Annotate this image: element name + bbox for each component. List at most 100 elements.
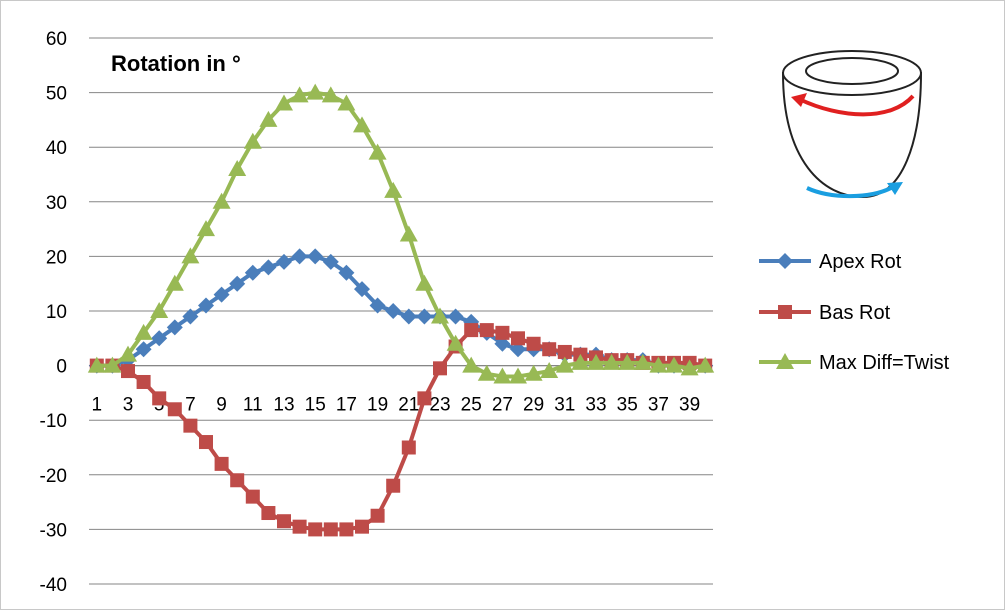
data-point xyxy=(198,297,214,314)
series-line xyxy=(96,90,706,379)
data-point xyxy=(307,248,324,265)
data-point xyxy=(526,336,541,351)
x-tick-label: 3 xyxy=(123,395,134,416)
data-point xyxy=(292,519,307,534)
data-point xyxy=(680,359,699,376)
data-point xyxy=(290,86,309,103)
legend: Apex Rot Bas Rot Max Diff=Twist xyxy=(759,251,950,374)
legend-marker xyxy=(777,253,793,269)
data-point xyxy=(493,367,512,384)
data-point xyxy=(182,308,199,325)
y-tick-label: -20 xyxy=(40,466,67,487)
y-tick-label: 30 xyxy=(46,193,67,214)
data-point xyxy=(431,307,449,324)
legend-label: Bas Rot xyxy=(819,302,891,324)
data-point xyxy=(464,323,479,338)
data-point xyxy=(571,353,590,370)
data-point xyxy=(136,374,151,389)
legend-item: Max Diff=Twist xyxy=(759,352,950,374)
data-point xyxy=(134,323,153,340)
series-max-diff-twist xyxy=(87,83,715,384)
data-point xyxy=(87,356,106,373)
data-point xyxy=(229,275,246,292)
data-point xyxy=(355,519,369,534)
data-point xyxy=(165,274,184,291)
data-point xyxy=(511,331,525,346)
data-point xyxy=(618,353,637,370)
data-point xyxy=(338,264,355,281)
data-point xyxy=(399,225,418,242)
data-point xyxy=(446,334,465,351)
legend-marker xyxy=(776,353,794,369)
data-point xyxy=(214,456,229,471)
data-point xyxy=(370,508,385,523)
data-point xyxy=(261,506,276,521)
data-point xyxy=(369,297,386,314)
y-tick-label: -40 xyxy=(40,575,67,596)
data-point xyxy=(230,473,245,488)
data-point xyxy=(462,356,481,373)
legend-label: Max Diff=Twist xyxy=(819,352,950,374)
data-point xyxy=(213,286,230,303)
data-point xyxy=(103,356,122,373)
x-tick-label: 19 xyxy=(367,395,388,416)
data-point xyxy=(321,86,340,103)
y-tick-label: -30 xyxy=(40,520,67,541)
data-point xyxy=(337,94,356,111)
data-point xyxy=(417,391,432,406)
data-point xyxy=(542,342,557,357)
data-point xyxy=(415,274,434,291)
data-point xyxy=(212,192,231,209)
data-point xyxy=(696,356,715,373)
data-point xyxy=(509,367,527,384)
data-point xyxy=(557,344,572,359)
x-tick-label: 25 xyxy=(461,395,482,416)
data-point xyxy=(495,325,510,340)
data-point xyxy=(385,303,402,319)
data-point xyxy=(339,522,354,537)
data-point xyxy=(353,116,371,133)
data-point xyxy=(384,181,403,198)
data-point xyxy=(228,160,247,177)
data-point xyxy=(401,440,416,455)
data-point xyxy=(183,418,198,433)
x-tick-label: 35 xyxy=(617,395,638,416)
y-tick-label: 10 xyxy=(46,302,67,323)
data-point xyxy=(277,514,291,529)
data-point xyxy=(400,308,417,325)
x-tick-label: 23 xyxy=(429,395,450,416)
data-point xyxy=(386,478,401,493)
data-point xyxy=(477,364,496,381)
x-tick-label: 31 xyxy=(554,395,575,416)
x-tick-label: 27 xyxy=(492,395,513,416)
data-series xyxy=(87,83,715,537)
data-point xyxy=(587,353,605,370)
data-point xyxy=(306,83,325,100)
x-tick-label: 15 xyxy=(305,395,326,416)
chart-title: Rotation in ° xyxy=(111,51,241,76)
x-tick-label: 21 xyxy=(398,395,419,416)
data-point xyxy=(524,364,543,381)
data-point xyxy=(323,522,338,537)
y-tick-label: 40 xyxy=(46,138,67,159)
y-tick-label: 60 xyxy=(46,29,67,50)
data-point xyxy=(354,281,370,298)
data-point xyxy=(119,345,137,362)
data-point xyxy=(275,94,293,111)
data-point xyxy=(244,264,261,281)
data-point xyxy=(368,143,387,160)
legend-item: Apex Rot xyxy=(759,251,902,273)
data-point xyxy=(199,435,213,450)
data-point xyxy=(633,353,652,370)
legend-label: Apex Rot xyxy=(819,251,902,273)
x-axis-tick-labels: 13579111315171921232527293133353739 xyxy=(92,395,701,416)
x-tick-label: 39 xyxy=(679,395,700,416)
x-tick-label: 1 xyxy=(92,395,103,416)
data-point xyxy=(197,220,215,237)
data-point xyxy=(479,323,494,338)
x-tick-label: 33 xyxy=(585,395,606,416)
x-tick-label: 9 xyxy=(216,395,227,416)
data-point xyxy=(555,356,574,373)
